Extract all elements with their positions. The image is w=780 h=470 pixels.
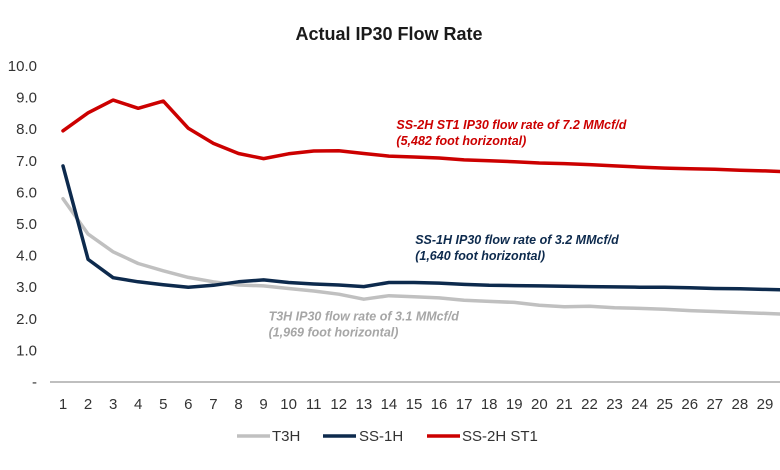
y-tick-label: 5.0: [16, 216, 37, 233]
x-tick-label: 22: [581, 396, 598, 413]
x-tick-label: 26: [681, 396, 698, 413]
x-axis-tick-labels: 1 2 3 4 5 6 7 8 9 10 11 12 13 14 15 16 17 18 19 20 21 22 23 24 2…: [59, 396, 773, 413]
annotation-line: SS-1H IP30 flow rate of 3.2 MMcf/d: [415, 233, 619, 247]
annotation-line: (1,640 foot horizontal): [415, 249, 545, 263]
x-tick-label: 14: [381, 396, 398, 413]
annotation-ss-2h-st1: SS-2H ST1 IP30 flow rate of 7.2 MMcf/d (5…: [396, 118, 626, 148]
x-tick-label: 4: [134, 396, 142, 413]
annotation-line: (1,969 foot horizontal): [269, 325, 399, 339]
x-tick-label: 16: [431, 396, 448, 413]
x-tick-label: 28: [732, 396, 749, 413]
x-tick-label: 29: [757, 396, 774, 413]
legend-label: SS-1H: [359, 428, 403, 445]
x-tick-label: 27: [706, 396, 723, 413]
x-tick-label: 8: [234, 396, 242, 413]
x-tick-label: 19: [506, 396, 523, 413]
x-tick-label: 11: [306, 396, 322, 413]
legend-item-ss-2h-st1: SS-2H ST1: [427, 428, 538, 445]
x-tick-label: 6: [184, 396, 192, 413]
x-tick-label: 10: [280, 396, 297, 413]
x-tick-label: 3: [109, 396, 117, 413]
y-tick-label: 2.0: [16, 311, 37, 328]
chart-title: Actual IP30 Flow Rate: [295, 24, 482, 44]
x-tick-label: 25: [656, 396, 673, 413]
y-tick-label: -: [32, 374, 37, 391]
y-tick-label: 7.0: [16, 153, 37, 170]
series-lines: [61, 98, 780, 316]
y-tick-label: 3.0: [16, 279, 37, 296]
x-tick-label: 9: [259, 396, 267, 413]
annotation-ss-1h: SS-1H IP30 flow rate of 3.2 MMcf/d (1,640…: [415, 233, 619, 263]
annotations: SS-2H ST1 IP30 flow rate of 7.2 MMcf/d (5…: [269, 118, 627, 339]
series-line-t3h: [61, 196, 780, 316]
x-tick-label: 7: [209, 396, 217, 413]
series-line-ss-1h: [61, 164, 780, 292]
legend: T3H SS-1H SS-2H ST1: [237, 428, 538, 445]
y-axis-tick-labels: - 1.0 2.0 3.0 4.0 5.0 6.0 7.0 8.0 9.0 10.0: [8, 58, 37, 391]
x-tick-label: 23: [606, 396, 623, 413]
y-tick-label: 6.0: [16, 184, 37, 201]
x-tick-label: 18: [481, 396, 498, 413]
x-tick-label: 17: [456, 396, 473, 413]
legend-item-t3h: T3H: [237, 428, 300, 445]
x-tick-label: 1: [59, 396, 67, 413]
annotation-line: T3H IP30 flow rate of 3.1 MMcf/d: [269, 309, 460, 323]
x-tick-label: 2: [84, 396, 92, 413]
series-line-ss-2h-st1: [61, 98, 780, 174]
x-tick-label: 20: [531, 396, 548, 413]
legend-label: SS-2H ST1: [462, 428, 538, 445]
y-tick-label: 9.0: [16, 90, 37, 107]
x-tick-label: 15: [406, 396, 423, 413]
x-tick-label: 5: [159, 396, 167, 413]
y-tick-label: 1.0: [16, 342, 37, 359]
annotation-line: (5,482 foot horizontal): [396, 134, 526, 148]
annotation-line: SS-2H ST1 IP30 flow rate of 7.2 MMcf/d: [396, 118, 626, 132]
x-tick-label: 13: [355, 396, 372, 413]
y-tick-label: 8.0: [16, 121, 37, 138]
x-tick-label: 12: [330, 396, 347, 413]
x-tick-label: 24: [631, 396, 648, 413]
legend-label: T3H: [272, 428, 300, 445]
annotation-t3h: T3H IP30 flow rate of 3.1 MMcf/d (1,969 f…: [269, 309, 460, 339]
x-tick-label: 21: [556, 396, 573, 413]
y-tick-label: 10.0: [8, 58, 37, 75]
legend-item-ss-1h: SS-1H: [323, 428, 403, 445]
y-tick-label: 4.0: [16, 248, 37, 265]
